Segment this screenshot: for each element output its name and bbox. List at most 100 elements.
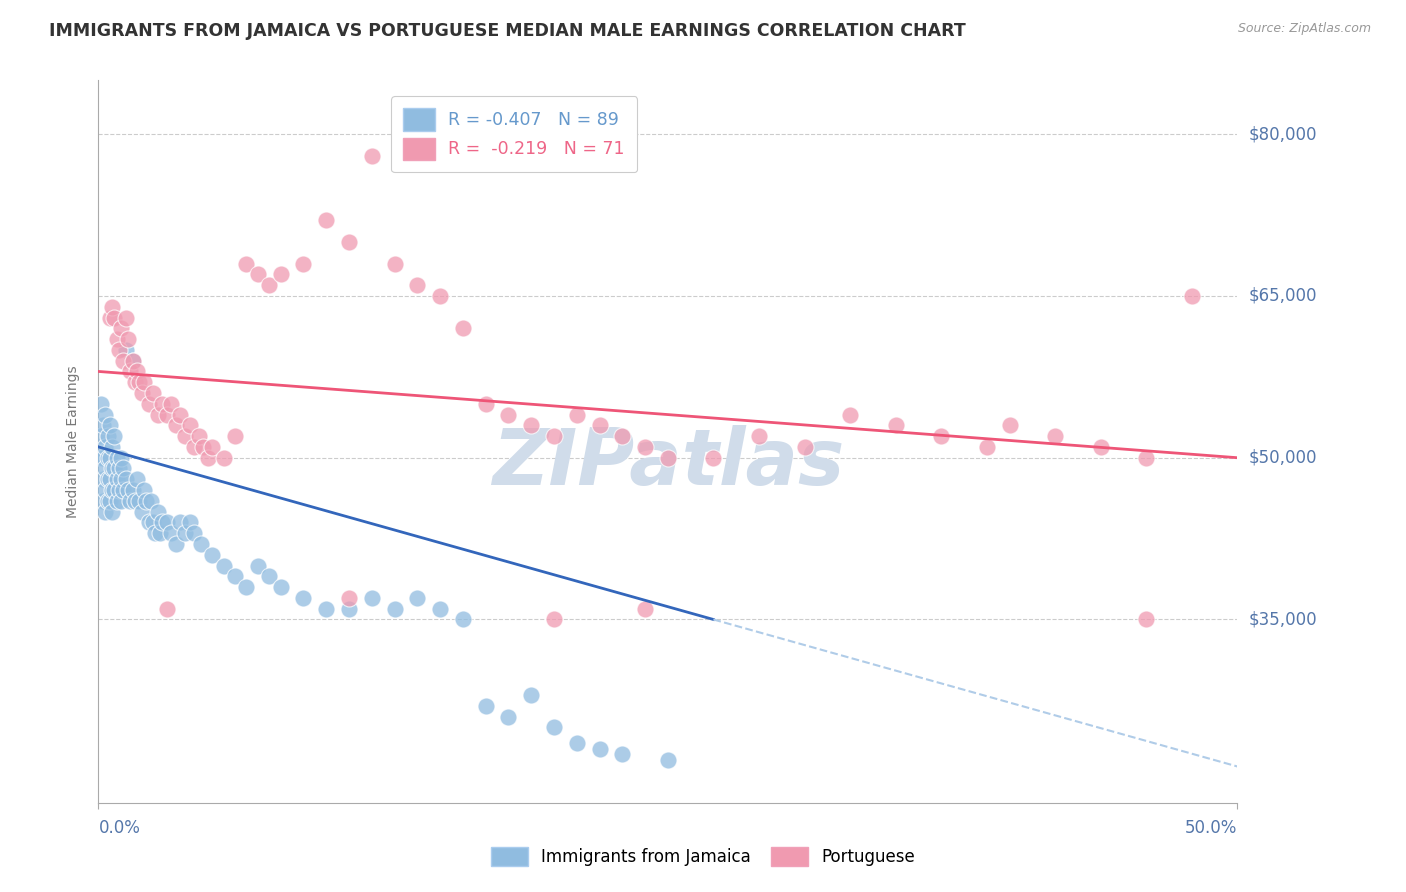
Point bbox=[105, 332, 128, 346]
Point bbox=[156, 408, 179, 422]
Point bbox=[149, 526, 172, 541]
Point bbox=[498, 709, 520, 723]
Point bbox=[384, 257, 406, 271]
Point bbox=[702, 450, 724, 465]
Point bbox=[94, 440, 117, 454]
Point bbox=[270, 268, 292, 282]
Point bbox=[110, 472, 132, 486]
Text: Source: ZipAtlas.com: Source: ZipAtlas.com bbox=[1237, 22, 1371, 36]
Point bbox=[101, 440, 124, 454]
Point bbox=[98, 472, 121, 486]
Point bbox=[451, 612, 474, 626]
Point bbox=[337, 591, 360, 605]
Point bbox=[108, 483, 131, 497]
Point bbox=[165, 537, 187, 551]
Point bbox=[474, 698, 496, 713]
Point bbox=[160, 397, 183, 411]
Point bbox=[190, 537, 212, 551]
Point bbox=[127, 472, 149, 486]
Point bbox=[105, 450, 128, 465]
Point bbox=[169, 516, 191, 530]
Point bbox=[246, 268, 269, 282]
Point bbox=[588, 742, 610, 756]
Point bbox=[117, 483, 139, 497]
Point bbox=[114, 343, 136, 357]
Point bbox=[131, 505, 153, 519]
Point bbox=[565, 737, 588, 751]
Point bbox=[259, 278, 281, 293]
Text: $65,000: $65,000 bbox=[1249, 287, 1317, 305]
Point bbox=[292, 591, 315, 605]
Point bbox=[634, 601, 657, 615]
Point bbox=[112, 483, 135, 497]
Point bbox=[156, 516, 179, 530]
Point bbox=[94, 461, 117, 475]
Point bbox=[193, 440, 215, 454]
Point bbox=[543, 720, 565, 734]
Point bbox=[146, 408, 169, 422]
Point bbox=[337, 235, 360, 249]
Point bbox=[235, 580, 257, 594]
Text: 50.0%: 50.0% bbox=[1185, 819, 1237, 837]
Point bbox=[98, 310, 121, 325]
Point bbox=[91, 493, 114, 508]
Point bbox=[360, 591, 382, 605]
Point bbox=[498, 408, 520, 422]
Text: ZIPatlas: ZIPatlas bbox=[492, 425, 844, 501]
Text: 0.0%: 0.0% bbox=[98, 819, 141, 837]
Point bbox=[474, 397, 496, 411]
Point bbox=[132, 483, 155, 497]
Point bbox=[131, 386, 153, 401]
Point bbox=[839, 408, 862, 422]
Legend: Immigrants from Jamaica, Portuguese: Immigrants from Jamaica, Portuguese bbox=[485, 840, 921, 873]
Point bbox=[139, 493, 162, 508]
Point bbox=[520, 688, 543, 702]
Point bbox=[110, 450, 132, 465]
Point bbox=[212, 450, 235, 465]
Point bbox=[94, 505, 117, 519]
Point bbox=[120, 493, 142, 508]
Point bbox=[112, 461, 135, 475]
Point bbox=[1090, 440, 1112, 454]
Point bbox=[612, 429, 634, 443]
Point bbox=[124, 493, 146, 508]
Point bbox=[150, 397, 173, 411]
Point bbox=[142, 386, 165, 401]
Point bbox=[259, 569, 281, 583]
Point bbox=[96, 472, 118, 486]
Point bbox=[98, 418, 121, 433]
Point bbox=[197, 450, 219, 465]
Point bbox=[96, 493, 118, 508]
Point bbox=[108, 343, 131, 357]
Point bbox=[90, 450, 112, 465]
Point bbox=[103, 310, 125, 325]
Point bbox=[103, 429, 125, 443]
Point bbox=[105, 472, 128, 486]
Point bbox=[160, 526, 183, 541]
Point bbox=[96, 450, 118, 465]
Point bbox=[201, 440, 224, 454]
Text: $35,000: $35,000 bbox=[1249, 610, 1317, 629]
Point bbox=[101, 461, 124, 475]
Point bbox=[179, 418, 201, 433]
Point bbox=[315, 213, 337, 227]
Point bbox=[96, 429, 118, 443]
Point bbox=[543, 429, 565, 443]
Point bbox=[565, 408, 588, 422]
Point bbox=[114, 472, 136, 486]
Point bbox=[103, 461, 125, 475]
Point bbox=[224, 429, 246, 443]
Point bbox=[90, 397, 112, 411]
Point bbox=[224, 569, 246, 583]
Text: $50,000: $50,000 bbox=[1249, 449, 1317, 467]
Point bbox=[174, 429, 197, 443]
Point bbox=[94, 408, 117, 422]
Point bbox=[292, 257, 315, 271]
Point bbox=[105, 493, 128, 508]
Point bbox=[169, 408, 191, 422]
Point bbox=[337, 601, 360, 615]
Point bbox=[121, 353, 143, 368]
Point bbox=[90, 429, 112, 443]
Point bbox=[657, 753, 679, 767]
Point bbox=[270, 580, 292, 594]
